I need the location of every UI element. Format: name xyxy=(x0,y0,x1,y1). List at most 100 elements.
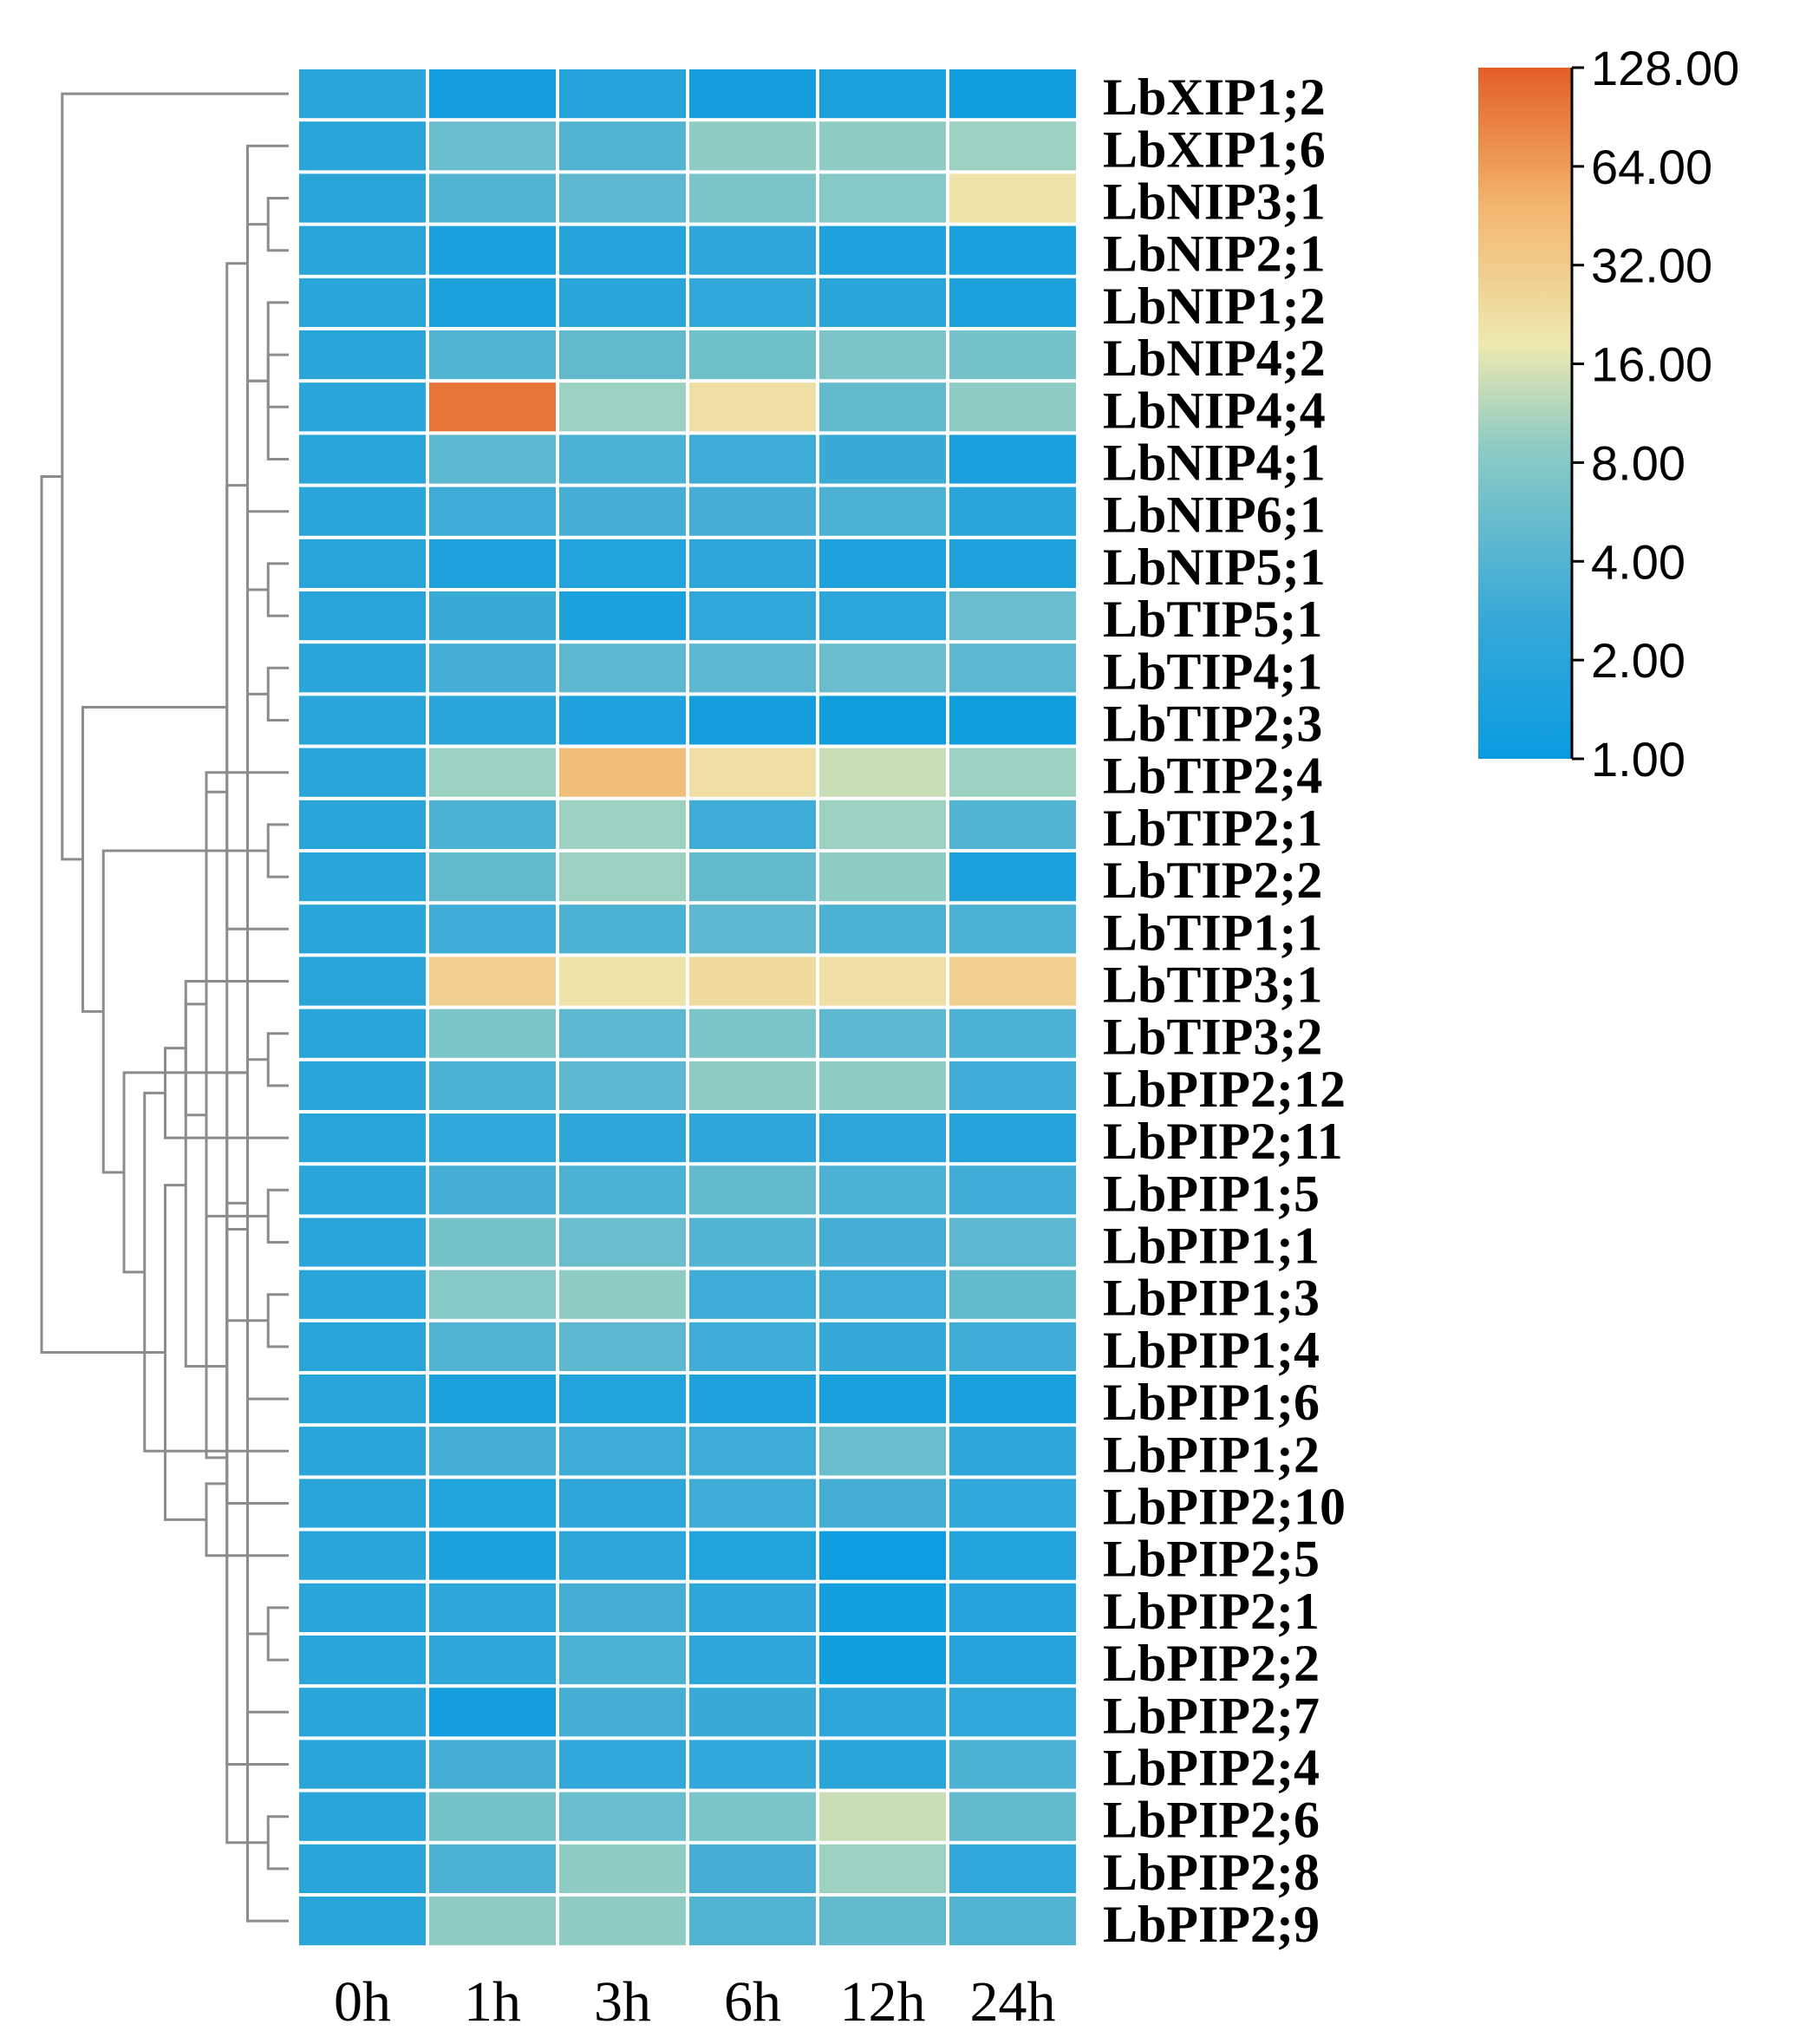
heatmap-cell xyxy=(949,1166,1076,1215)
heatmap-cell xyxy=(429,748,556,797)
row-label: LbNIP1;2 xyxy=(1103,278,1326,335)
heatmap-cell xyxy=(299,695,426,745)
heatmap-cell xyxy=(429,225,556,275)
row-label: LbPIP2;6 xyxy=(1103,1792,1320,1849)
heatmap-cell xyxy=(689,1531,816,1580)
dendrogram-branch xyxy=(225,484,289,931)
heatmap-cell xyxy=(689,539,816,588)
heatmap-cell xyxy=(689,173,816,223)
heatmap-cell xyxy=(559,1322,686,1371)
heatmap-cell xyxy=(299,904,426,954)
heatmap-cell xyxy=(819,748,946,797)
heatmap-cell xyxy=(819,904,946,954)
heatmap-cell xyxy=(429,957,556,1006)
heatmap-cell xyxy=(819,643,946,693)
dendrogram-branch xyxy=(40,475,166,1354)
heatmap-cell xyxy=(689,852,816,902)
heatmap-cell xyxy=(299,800,426,849)
heatmap-cell xyxy=(429,539,556,588)
heatmap-cell xyxy=(819,1897,946,1946)
heatmap-cell xyxy=(689,748,816,797)
heatmap-cell xyxy=(949,1897,1076,1946)
heatmap-cell xyxy=(949,487,1076,536)
heatmap-cell xyxy=(299,330,426,380)
heatmap-cell xyxy=(819,1009,946,1058)
heatmap-cell xyxy=(559,1479,686,1528)
heatmap-cell xyxy=(559,695,686,745)
heatmap-cell xyxy=(299,1322,426,1371)
heatmap-cell xyxy=(559,904,686,954)
heatmap-cell xyxy=(819,487,946,536)
colorbar-tick-label: 32.00 xyxy=(1591,238,1712,293)
heatmap-cell xyxy=(819,1427,946,1476)
heatmap-cell xyxy=(689,434,816,484)
dendrogram-branch xyxy=(205,790,269,1218)
heatmap-cell xyxy=(299,1375,426,1424)
heatmap-cell xyxy=(299,957,426,1006)
heatmap-cell xyxy=(689,957,816,1006)
heatmap-cell xyxy=(559,800,686,849)
heatmap-cell xyxy=(429,1740,556,1789)
heatmap-cell xyxy=(689,1322,816,1371)
heatmap-cell xyxy=(949,800,1076,849)
row-label: LbNIP4;2 xyxy=(1103,330,1326,387)
heatmap-cell xyxy=(429,1636,556,1685)
heatmap-cell xyxy=(559,1427,686,1476)
heatmap-cell xyxy=(949,225,1076,275)
heatmap-cell xyxy=(429,800,556,849)
heatmap-cell xyxy=(559,591,686,641)
heatmap-cell xyxy=(559,539,686,588)
dendrogram-branch xyxy=(246,379,269,591)
row-label: LbTIP2;4 xyxy=(1103,748,1322,805)
heatmap-cell xyxy=(819,852,946,902)
heatmap-cell xyxy=(949,1636,1076,1685)
heatmap-cell xyxy=(689,1636,816,1685)
heatmap-cell xyxy=(429,1583,556,1632)
heatmap-cell xyxy=(429,330,556,380)
heatmap-cell xyxy=(949,1844,1076,1893)
heatmap-cell xyxy=(429,382,556,432)
heatmap-cell xyxy=(819,382,946,432)
heatmap-cell xyxy=(559,1792,686,1841)
heatmap-cell xyxy=(819,1061,946,1110)
heatmap-cell xyxy=(299,1688,426,1737)
heatmap-cell xyxy=(949,1531,1076,1580)
heatmap-cell xyxy=(819,1844,946,1893)
column-label: 3h xyxy=(594,1970,651,2034)
heatmap-cell xyxy=(299,1427,426,1476)
heatmap-cell xyxy=(429,173,556,223)
heatmap-cell xyxy=(949,695,1076,745)
heatmap-cell xyxy=(949,69,1076,119)
heatmap-cell xyxy=(949,1740,1076,1789)
row-label: LbTIP3;1 xyxy=(1103,957,1322,1014)
column-label: 6h xyxy=(724,1970,781,2034)
heatmap-cell xyxy=(949,1322,1076,1371)
row-label: LbPIP1;2 xyxy=(1103,1426,1320,1483)
row-label: LbTIP2;1 xyxy=(1103,800,1322,857)
heatmap-cell xyxy=(689,1375,816,1424)
heatmap-cell xyxy=(689,487,816,536)
heatmap-cell xyxy=(429,121,556,171)
heatmap-cell xyxy=(299,278,426,327)
heatmap-cell xyxy=(559,69,686,119)
heatmap-cell xyxy=(559,225,686,275)
heatmap-cell xyxy=(689,330,816,380)
heatmap-cell xyxy=(299,434,426,484)
heatmap-cell xyxy=(559,434,686,484)
heatmap-cell xyxy=(949,1375,1076,1424)
heatmap-cell xyxy=(689,1270,816,1319)
heatmap-cell xyxy=(559,1531,686,1580)
row-dendrogram xyxy=(40,92,289,1923)
heatmap-cell xyxy=(819,1531,946,1580)
heatmap-cell xyxy=(429,1218,556,1267)
colorbar-tick-label: 4.00 xyxy=(1591,534,1685,589)
heatmap-cell xyxy=(299,643,426,693)
heatmap-cell xyxy=(689,121,816,171)
heatmap-cell xyxy=(689,69,816,119)
column-label: 12h xyxy=(840,1970,926,2034)
column-labels: 0h 1h 3h 6h 12h 24h xyxy=(334,1970,1056,2034)
heatmap-cell xyxy=(949,591,1076,641)
heatmap-cell xyxy=(299,1636,426,1685)
row-label: LbTIP3;2 xyxy=(1103,1009,1322,1066)
heatmap-cell xyxy=(559,1375,686,1424)
